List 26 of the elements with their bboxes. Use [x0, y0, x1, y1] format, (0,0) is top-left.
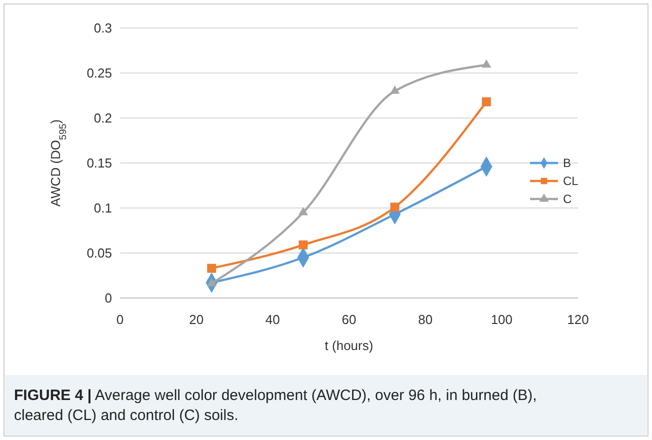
point: [482, 59, 492, 68]
point: [298, 240, 308, 250]
y-tick-label: 0.15: [86, 156, 112, 171]
point: [390, 85, 400, 94]
x-axis-title: t (hours): [324, 338, 374, 353]
x-tick-label: 100: [490, 312, 513, 327]
legend-label: CL: [563, 174, 579, 188]
y-tick-label: 0.25: [86, 66, 112, 81]
y-tick-label: 0: [104, 290, 112, 306]
legend-label: B: [563, 156, 572, 170]
point: [207, 264, 216, 273]
point: [390, 202, 400, 212]
y-tick-label: 0.2: [94, 110, 112, 126]
legend-label: C: [563, 192, 572, 206]
caption: FIGURE 4 | Average well color development (AWCD), over 96 h, in burned (B), cleared (CL) and control (C) soils.: [14, 387, 537, 424]
y-tick-label: 0.05: [86, 246, 112, 261]
x-tick-label: 40: [265, 312, 280, 327]
y-tick-label: 0.1: [94, 200, 112, 216]
y-tick-label: 0.3: [94, 20, 112, 36]
x-tick-label: 120: [567, 312, 589, 327]
point: [482, 97, 491, 106]
x-tick-label: 80: [418, 312, 433, 327]
x-tick-label: 20: [189, 312, 204, 327]
x-tick-label: 0: [116, 312, 124, 327]
x-tick-label: 60: [342, 312, 356, 327]
point: [298, 206, 308, 216]
